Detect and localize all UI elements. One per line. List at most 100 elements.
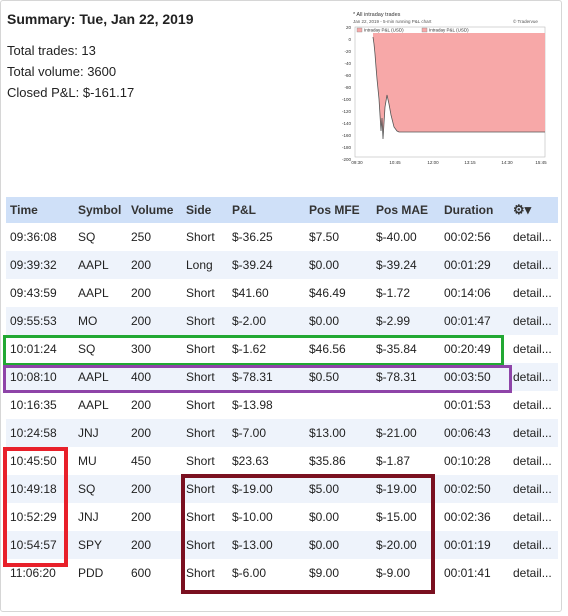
cell-side: Short xyxy=(186,230,215,244)
cell-pl: $41.60 xyxy=(232,286,269,300)
cell-mfe: $0.00 xyxy=(309,258,340,272)
detail-link[interactable]: detail... xyxy=(513,566,552,580)
col-pl[interactable]: P&L xyxy=(232,203,256,217)
y-tick: -140 xyxy=(342,121,352,126)
cell-mfe: $13.00 xyxy=(309,426,346,440)
gear-icon[interactable]: ⚙▾ xyxy=(513,202,532,217)
detail-link[interactable]: detail... xyxy=(513,510,552,524)
cell-side: Short xyxy=(186,286,215,300)
cell-duration: 00:02:56 xyxy=(444,230,491,244)
cell-mae: $-2.99 xyxy=(376,314,411,328)
detail-link[interactable]: detail... xyxy=(513,286,552,300)
cell-time: 10:24:58 xyxy=(10,426,57,440)
cell-pl: $23.63 xyxy=(232,454,269,468)
x-tick: 14:30 xyxy=(501,160,513,165)
cell-time: 09:36:08 xyxy=(10,230,57,244)
cell-volume: 200 xyxy=(131,398,152,412)
cell-mfe: $5.00 xyxy=(309,482,340,496)
detail-link[interactable]: detail... xyxy=(513,314,552,328)
cell-mae: $-78.31 xyxy=(376,370,417,384)
cell-pl: $-7.00 xyxy=(232,426,267,440)
y-tick: -20 xyxy=(344,49,351,54)
x-axis: 09:30 10:45 12:00 13:15 14:30 15:45 xyxy=(351,160,547,165)
detail-link[interactable]: detail... xyxy=(513,454,552,468)
detail-link[interactable]: detail... xyxy=(513,258,552,272)
cell-mae: $-15.00 xyxy=(376,510,417,524)
table-row[interactable]: 11:06:20 PDD 600 Short $-6.00 $9.00 $-9.00 00:0… xyxy=(6,559,558,587)
cell-side: Short xyxy=(186,342,215,356)
cell-volume: 450 xyxy=(131,454,152,468)
symbol-link[interactable]: JNJ xyxy=(78,426,99,440)
symbol-link[interactable]: SQ xyxy=(78,342,96,356)
cell-time: 09:55:53 xyxy=(10,314,57,328)
symbol-link[interactable]: SPY xyxy=(78,538,103,552)
settings-menu[interactable]: ⚙▾ xyxy=(509,197,558,223)
col-volume[interactable]: Volume xyxy=(131,203,174,217)
detail-link[interactable]: detail... xyxy=(513,370,552,384)
cell-side: Short xyxy=(186,370,215,384)
legend-swatch-a xyxy=(356,27,363,33)
chart-brand: © Tradervue xyxy=(513,18,538,24)
table-row[interactable]: 10:52:29 JNJ 200 Short $-10.00 $0.00 $-15.00 00… xyxy=(6,503,558,531)
symbol-link[interactable]: JNJ xyxy=(78,510,99,524)
col-pos-mae[interactable]: Pos MAE xyxy=(376,203,429,217)
x-tick: 09:30 xyxy=(351,160,363,165)
cell-mae: $-1.87 xyxy=(376,454,411,468)
total-trades: Total trades: 13 xyxy=(7,43,96,58)
col-duration[interactable]: Duration xyxy=(444,203,494,217)
symbol-link[interactable]: MO xyxy=(78,314,98,328)
symbol-link[interactable]: PDD xyxy=(78,566,104,580)
cell-pl: $-36.25 xyxy=(232,230,273,244)
chart-title: * All intraday trades xyxy=(353,12,401,18)
symbol-link[interactable]: AAPL xyxy=(78,370,109,384)
table-row[interactable]: 09:39:32 AAPL 200 Long $-39.24 $0.00 $-39.24 00… xyxy=(6,251,558,279)
detail-link[interactable]: detail... xyxy=(513,426,552,440)
cell-duration: 00:01:29 xyxy=(444,258,491,272)
detail-link[interactable]: detail... xyxy=(513,398,552,412)
symbol-link[interactable]: AAPL xyxy=(78,286,109,300)
symbol-link[interactable]: SQ xyxy=(78,482,96,496)
table-row[interactable]: 09:55:53 MO 200 Short $-2.00 $0.00 $-2.99 00:01… xyxy=(6,307,558,335)
detail-link[interactable]: detail... xyxy=(513,538,552,552)
cell-time: 09:39:32 xyxy=(10,258,57,272)
cell-mfe: $0.50 xyxy=(309,370,340,384)
intraday-pl-chart[interactable]: * All intraday trades Jan 22, 2019 - 5-m… xyxy=(337,9,549,169)
cell-pl: $-2.00 xyxy=(232,314,267,328)
cell-duration: 00:01:47 xyxy=(444,314,491,328)
cell-mae: $-9.00 xyxy=(376,566,411,580)
table-row[interactable]: 10:24:58 JNJ 200 Short $-7.00 $13.00 $-21.00 00… xyxy=(6,419,558,447)
table-row[interactable]: 10:16:35 AAPL 200 Short $-13.98 00:01:53 detai… xyxy=(6,391,558,419)
cell-side: Short xyxy=(186,538,215,552)
table-row[interactable]: 10:08:10 AAPL 400 Short $-78.31 $0.50 $-78.31 0… xyxy=(6,363,558,391)
detail-link[interactable]: detail... xyxy=(513,230,552,244)
col-side[interactable]: Side xyxy=(186,203,212,217)
col-time[interactable]: Time xyxy=(10,203,38,217)
cell-mae: $-40.00 xyxy=(376,230,417,244)
symbol-link[interactable]: AAPL xyxy=(78,258,109,272)
cell-duration: 00:02:50 xyxy=(444,482,491,496)
y-tick: -200 xyxy=(342,157,352,162)
cell-side: Long xyxy=(186,258,213,272)
table-row[interactable]: 10:01:24 SQ 300 Short $-1.62 $46.56 $-35.84 00:… xyxy=(6,335,558,363)
cell-duration: 00:06:43 xyxy=(444,426,491,440)
table-row[interactable]: 10:49:18 SQ 200 Short $-19.00 $5.00 $-19.00 00:… xyxy=(6,475,558,503)
table-row[interactable]: 09:43:59 AAPL 200 Short $41.60 $46.49 $-1.72 00… xyxy=(6,279,558,307)
symbol-link[interactable]: AAPL xyxy=(78,398,109,412)
closed-pl: Closed P&L: $-161.17 xyxy=(7,85,135,100)
detail-link[interactable]: detail... xyxy=(513,342,552,356)
table-row[interactable]: 10:45:50 MU 450 Short $23.63 $35.86 $-1.87 00:1… xyxy=(6,447,558,475)
col-pos-mfe[interactable]: Pos MFE xyxy=(309,203,360,217)
total-volume: Total volume: 3600 xyxy=(7,64,117,79)
col-symbol[interactable]: Symbol xyxy=(78,203,122,217)
pl-area xyxy=(373,33,545,139)
chart-subtitle: Jan 22, 2019 - 5-min running P&L chart xyxy=(353,19,432,24)
table-row[interactable]: 10:54:57 SPY 200 Short $-13.00 $0.00 $-20.00 00… xyxy=(6,531,558,559)
symbol-link[interactable]: MU xyxy=(78,454,97,468)
detail-link[interactable]: detail... xyxy=(513,482,552,496)
cell-time: 10:52:29 xyxy=(10,510,57,524)
cell-duration: 00:02:36 xyxy=(444,510,491,524)
cell-volume: 300 xyxy=(131,342,152,356)
symbol-link[interactable]: SQ xyxy=(78,230,96,244)
table-row[interactable]: 09:36:08 SQ 250 Short $-36.25 $7.50 $-40.00 00:… xyxy=(6,223,558,251)
